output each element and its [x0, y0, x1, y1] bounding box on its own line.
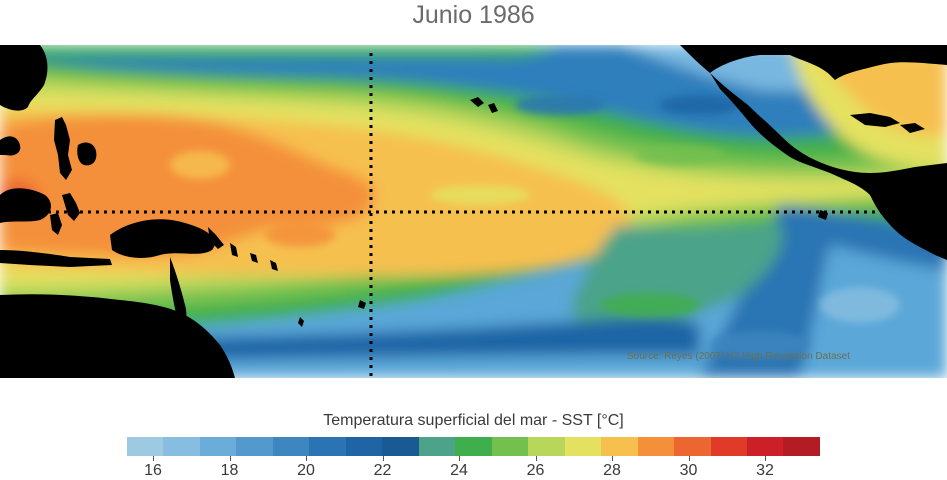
colorbar-tick-mark — [612, 456, 613, 461]
colorbar-swatch — [455, 437, 492, 456]
data-source-credit: Source: Reyes (2007) V2 High Resolution … — [627, 351, 850, 362]
colorbar-tick-label: 26 — [526, 462, 545, 479]
colorbar-tick-label: 30 — [679, 462, 698, 479]
colorbar-swatch — [783, 437, 820, 456]
map-title: Junio 1986 — [412, 1, 535, 29]
colorbar-tick-label: 22 — [373, 462, 392, 479]
colorbar-swatch — [382, 437, 419, 456]
sst-speckle — [75, 95, 900, 359]
colorbar-swatch — [674, 437, 711, 456]
colorbar-swatch — [746, 437, 784, 456]
colorbar-swatch — [309, 437, 346, 456]
colorbar-tick-mark — [535, 456, 537, 461]
colorbar-tick-mark — [382, 456, 384, 461]
colorbar-tick-mark — [153, 456, 154, 461]
colorbar-tick-label: 24 — [450, 462, 468, 479]
colorbar-swatch — [528, 437, 565, 456]
colorbar-swatch — [127, 437, 164, 456]
colorbar-tick-label: 28 — [603, 462, 621, 479]
colorbar-swatch — [418, 437, 456, 456]
colorbar-swatch — [491, 437, 529, 456]
sst-map — [0, 45, 947, 378]
colorbar-tick-mark — [229, 456, 231, 461]
colorbar-swatch — [710, 437, 747, 456]
colorbar-swatch — [272, 437, 310, 456]
colorbar-swatch — [564, 437, 602, 456]
colorbar-ticks: 16 18 20 22 24 26 28 30 32 — [0, 456, 947, 480]
colorbar-swatch — [345, 437, 383, 456]
colorbar-tick-label: 16 — [144, 462, 162, 479]
land — [0, 45, 947, 378]
colorbar-tick-label: 32 — [756, 462, 774, 479]
colorbar-swatch — [199, 437, 237, 456]
colorbar-tick-mark — [688, 456, 690, 461]
colorbar-tick-mark — [306, 456, 307, 461]
colorbar-label: Temperatura superficial del mar - SST [°… — [323, 412, 624, 429]
colorbar — [127, 437, 820, 456]
colorbar-tick-label: 20 — [297, 462, 315, 479]
colorbar-tick-mark — [459, 456, 460, 461]
colorbar-swatch — [236, 437, 273, 456]
colorbar-tick-mark — [765, 456, 766, 461]
colorbar-swatch — [637, 437, 675, 456]
colorbar-swatch — [601, 437, 638, 456]
colorbar-tick-label: 18 — [220, 462, 239, 479]
colorbar-swatch — [163, 437, 200, 456]
